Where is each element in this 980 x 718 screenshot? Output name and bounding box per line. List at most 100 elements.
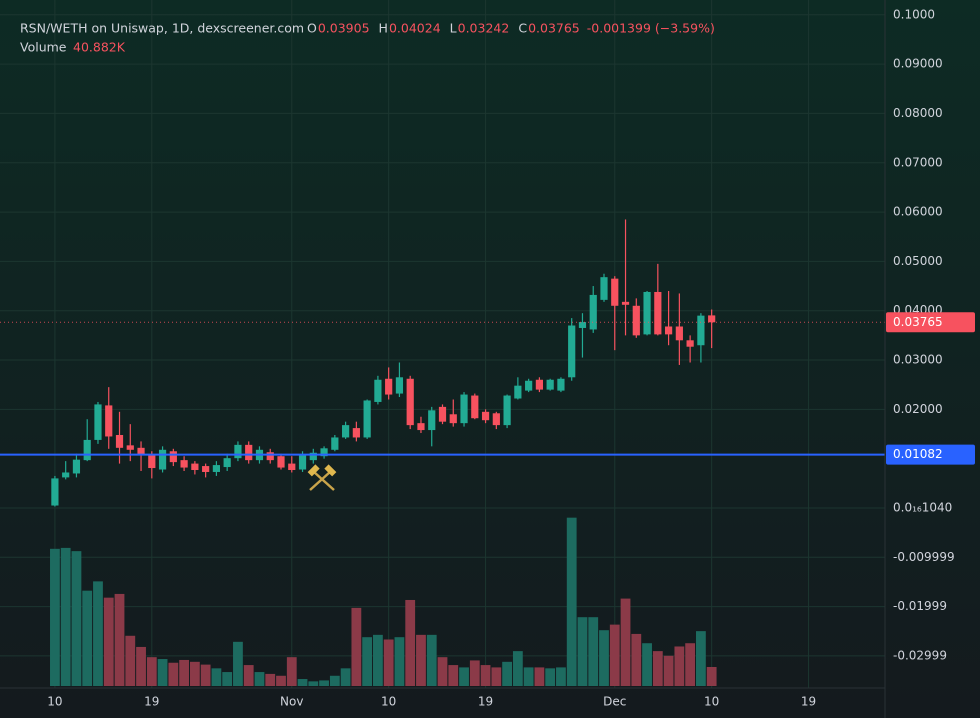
volume-bar [286, 657, 297, 686]
candle-body [621, 301, 630, 305]
volume-bar [211, 668, 222, 686]
volume-bar [674, 646, 685, 686]
volume-panel [50, 517, 717, 686]
candle-body [406, 378, 414, 426]
candle-body [298, 455, 307, 470]
volume-bar [254, 672, 265, 686]
volume-bar [233, 641, 243, 686]
ohlc-label: L [450, 21, 457, 36]
volume-bar [480, 665, 491, 686]
volume-bar [523, 667, 534, 686]
y-tick-label: 0.03000 [893, 353, 943, 367]
volume-bar [556, 667, 566, 686]
volume-bar [146, 657, 157, 686]
volume-bar [426, 634, 437, 686]
volume-bar [157, 659, 168, 686]
axes: 0.1000 0.09000 0.08000 0.07000 0.06000 0.0500… [47, 7, 975, 709]
candle-body [148, 455, 156, 469]
candle-body [191, 463, 199, 471]
candle-body [589, 294, 597, 330]
volume-bar [373, 634, 383, 686]
candle-body [320, 448, 328, 457]
candle-body [535, 379, 543, 390]
volume-bar [663, 655, 674, 686]
volume-bar [491, 667, 502, 686]
candle-body [352, 428, 360, 438]
candle-body [115, 434, 124, 448]
volume-bar [82, 590, 93, 686]
candle-body [83, 439, 91, 461]
y-tick-label: 0.05000 [893, 254, 943, 268]
candle-body [342, 425, 350, 438]
candle-body [234, 444, 242, 459]
volume-bar [276, 675, 286, 686]
candle-body [600, 277, 608, 300]
y-tick-label: 0.0₁₆1040 [893, 500, 952, 514]
volume-bar [265, 673, 276, 686]
price-line-label: 0.01082 [893, 447, 943, 461]
volume-bar [71, 551, 82, 686]
volume-bar [168, 662, 179, 686]
candle-body [363, 400, 371, 438]
candle-body [525, 380, 533, 391]
last-price-tag [886, 312, 975, 333]
candle-body [51, 478, 59, 506]
x-tick-label: 19 [801, 695, 816, 709]
volume-bar [179, 659, 190, 686]
candle-body [438, 406, 447, 422]
volume-bar [243, 665, 254, 686]
y-tick-label: 0.08000 [893, 106, 943, 120]
y-tick-label: -0.02999 [893, 648, 947, 662]
volume-bar [469, 660, 480, 686]
candle-body [675, 326, 683, 341]
candle-body [664, 326, 673, 335]
header: RSN/WETH on Uniswap, 1D, dexscreener.com… [20, 21, 715, 55]
volume-title: Volume [20, 40, 67, 55]
volume-bar [695, 631, 706, 686]
change-value: -0.001399 (−3.59%) [587, 21, 715, 36]
volume-bar [329, 675, 340, 686]
candle-body [169, 451, 177, 463]
candle-body [245, 444, 253, 461]
candle-body [697, 315, 705, 346]
volume-bar [394, 637, 405, 686]
volume-bar [114, 593, 125, 686]
volume-bar [340, 668, 351, 686]
y-tick-label: 0.06000 [893, 205, 943, 219]
volume-bar [642, 643, 652, 686]
volume-bar [577, 617, 588, 686]
candle-body [331, 437, 339, 450]
candle-body [449, 414, 457, 424]
candle-body [492, 413, 500, 426]
volume-bar [706, 666, 717, 686]
volume-bar [125, 635, 136, 686]
candle-body [611, 278, 619, 306]
volume-bar [620, 598, 631, 686]
volume-bar [319, 680, 329, 686]
candle-body [309, 452, 317, 461]
candle-body [546, 379, 554, 390]
hammer-icon [307, 464, 337, 491]
volume-bar [685, 643, 696, 686]
candle-body [428, 410, 436, 431]
candle-body [288, 463, 296, 471]
ohlc-label: O [307, 21, 317, 36]
volume-bar [631, 633, 642, 686]
x-tick-label: 10 [47, 695, 62, 709]
volume-bar [534, 667, 545, 686]
volume-bar [222, 672, 233, 686]
ohlc-value: 0.04024 [389, 21, 441, 36]
x-tick-label: 19 [478, 695, 493, 709]
volume-bar [588, 617, 599, 686]
volume-bar [448, 665, 459, 686]
ohlc-label: C [518, 21, 527, 36]
candle-body [212, 465, 221, 472]
ohlc-label: H [379, 21, 388, 36]
volume-bar [405, 599, 416, 686]
volume-value: 40.882K [73, 40, 126, 55]
y-tick-label: 0.1000 [893, 7, 935, 21]
x-tick-label: 19 [144, 695, 159, 709]
volume-bar [362, 637, 373, 686]
